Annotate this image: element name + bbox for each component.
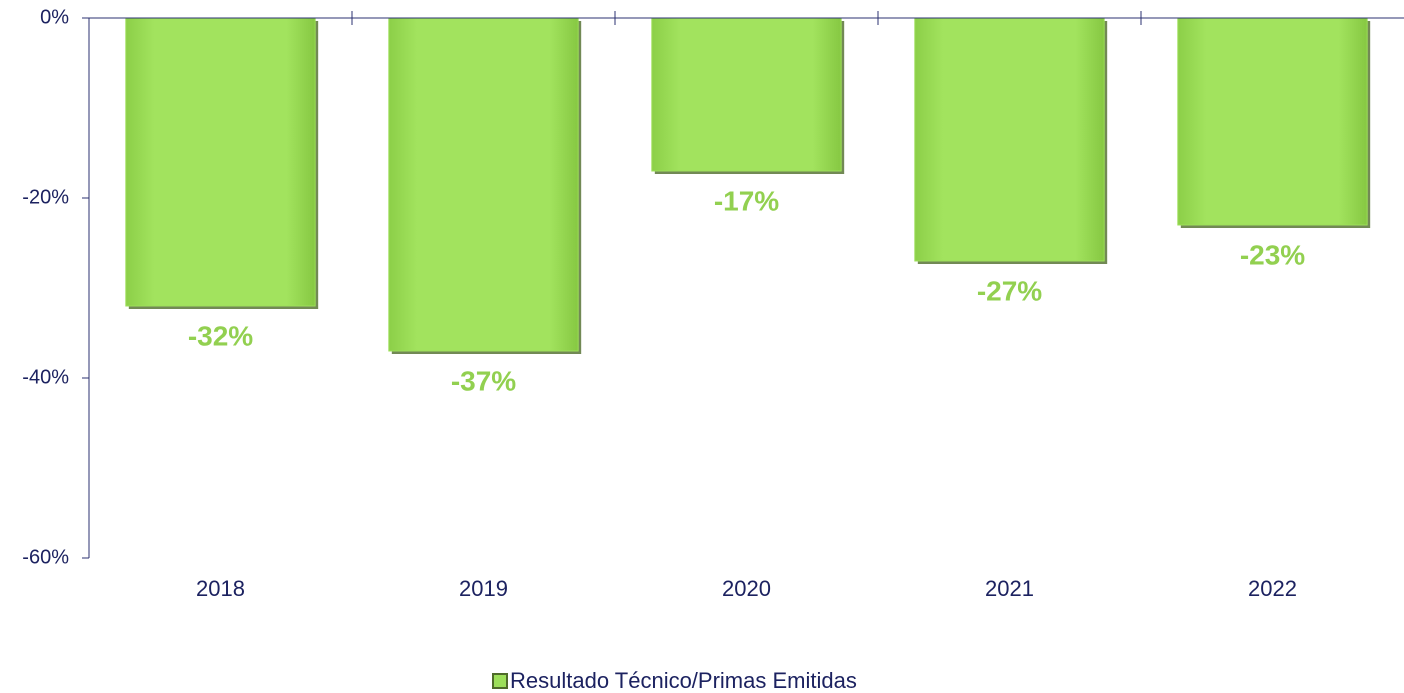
y-tick-label: -60% [22, 546, 69, 568]
bar [125, 17, 316, 307]
y-tick-label: 0% [40, 6, 69, 28]
legend-swatch [492, 673, 508, 689]
legend-label: Resultado Técnico/Primas Emitidas [510, 668, 857, 693]
x-tick-label: 2018 [196, 576, 245, 601]
data-label: -32% [188, 320, 253, 351]
x-tick-label: 2020 [722, 576, 771, 601]
bar [914, 17, 1105, 262]
data-label: -17% [714, 185, 779, 216]
y-tick-label: -20% [22, 186, 69, 208]
data-label: -37% [451, 365, 516, 396]
x-tick-label: 2021 [985, 576, 1034, 601]
x-tick-label: 2022 [1248, 576, 1297, 601]
bar [651, 17, 842, 172]
bar [1177, 17, 1368, 226]
data-label: -27% [977, 275, 1042, 306]
bar [388, 17, 579, 352]
y-tick-label: -40% [22, 366, 69, 388]
x-tick-label: 2019 [459, 576, 508, 601]
data-label: -23% [1240, 239, 1305, 270]
